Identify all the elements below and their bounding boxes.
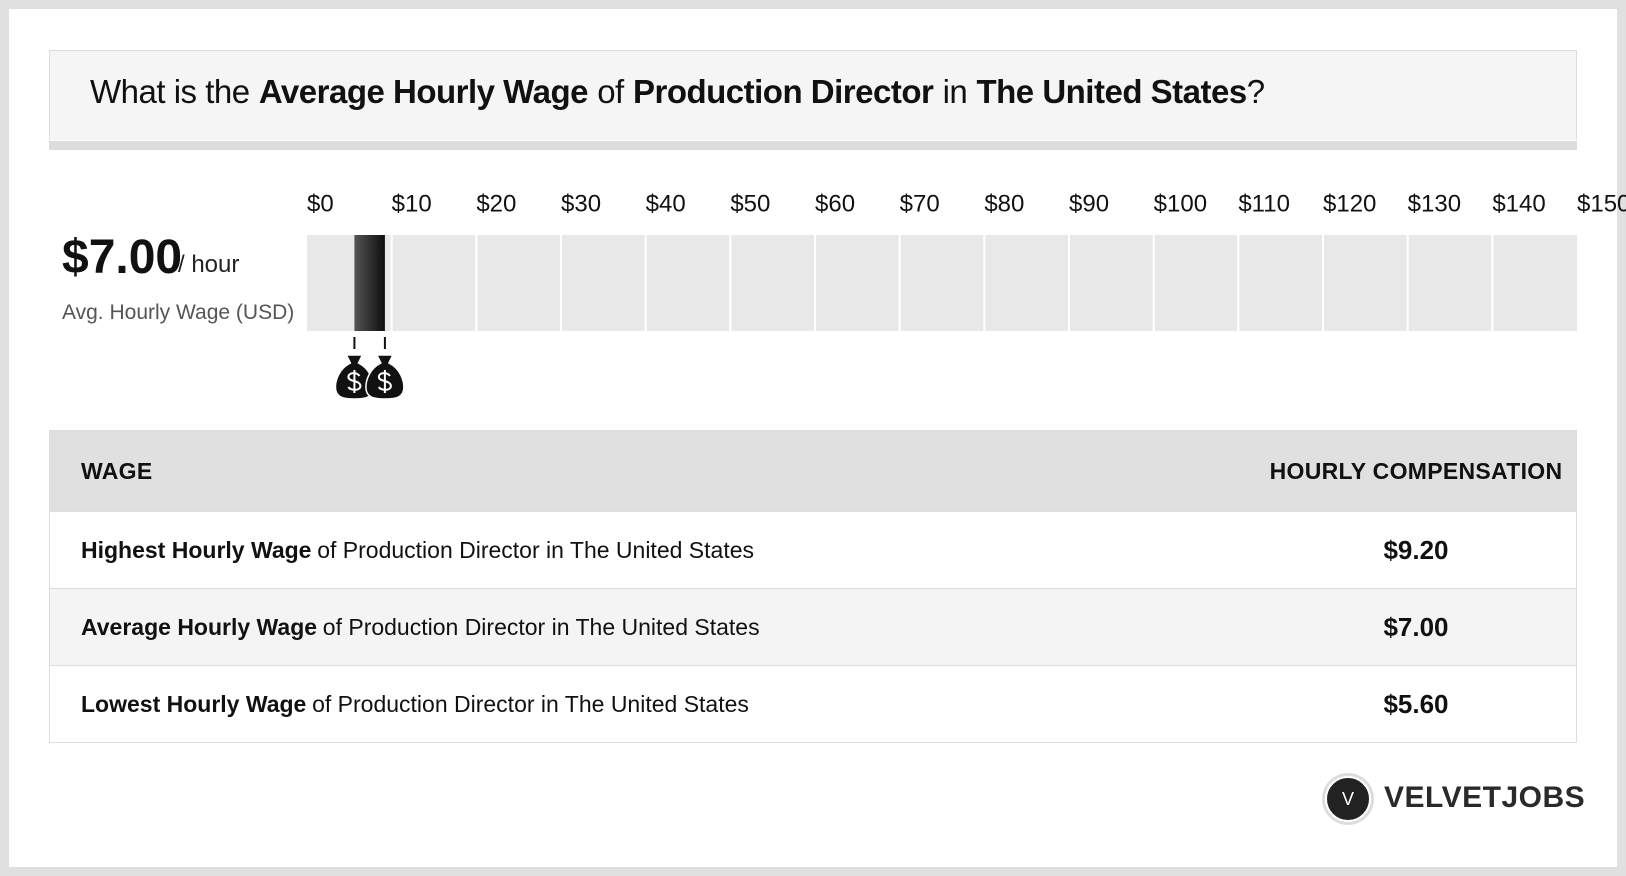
table-row: Highest Hourly Wage of Production Directo… — [50, 511, 1576, 588]
row-label-bold: Average Hourly Wage — [81, 613, 318, 640]
logo-name: VELVETJOBS — [1384, 781, 1586, 814]
logo-letter: V — [1342, 789, 1354, 809]
tick-label: $60 — [815, 190, 855, 217]
logo-circle — [1325, 776, 1371, 822]
row-label: Average Hourly Wage of Production Directo… — [50, 614, 1256, 641]
title-part: in — [942, 73, 968, 110]
header — [49, 50, 1577, 140]
header-band — [49, 141, 1577, 150]
row-label: Highest Hourly Wage of Production Directo… — [50, 537, 1256, 564]
tick-label: $70 — [900, 190, 940, 217]
tick-label: $150+ — [1577, 190, 1626, 217]
tick-label: $50 — [730, 190, 770, 217]
title-part: Average Hourly Wage — [258, 73, 589, 110]
bag-symbol — [347, 370, 362, 393]
row-label-rest: of Production Director in The United Sta… — [322, 613, 760, 640]
scale-track — [307, 235, 1577, 331]
wage-scale: $0 $10 $20 $30 $40 $50 $60 $70 $80 $90 $100 $110 $12… — [307, 190, 1626, 400]
logo-mark: V — [1322, 773, 1374, 825]
row-value: $7.00 — [1383, 611, 1449, 642]
tick-label: $130 — [1408, 190, 1461, 217]
header-cell: HOURLY COMPENSATION — [1269, 457, 1563, 484]
tick-label: $110 — [1238, 190, 1290, 217]
tick-label: $0 — [307, 190, 334, 217]
summary-value: $7.00 — [62, 231, 183, 284]
row-label-bold: Highest Hourly Wage — [81, 536, 312, 563]
row-value: $9.20 — [1383, 534, 1449, 565]
title: What is the Average Hourly Wage of Producti… — [90, 73, 1274, 111]
tick-label: $10 — [392, 190, 432, 217]
wage-bar — [354, 235, 385, 331]
table-row: Lowest Hourly Wage of Production Director… — [50, 665, 1576, 742]
summary-label: Avg. Hourly Wage (USD) — [62, 301, 295, 324]
bag-symbol — [377, 370, 392, 393]
tick-label: $80 — [984, 190, 1024, 217]
tick-label: $30 — [561, 190, 601, 217]
title-part: Production Director — [632, 73, 934, 110]
header-cell: WAGE — [81, 457, 153, 484]
row-label-rest: of Production Director in The United Sta… — [317, 536, 755, 563]
tick-label: $140 — [1492, 190, 1545, 217]
title-part: ? — [1246, 73, 1265, 110]
tick-label: $20 — [476, 190, 516, 217]
row-label: Lowest Hourly Wage of Production Director… — [50, 691, 1256, 718]
tick-label: $90 — [1069, 190, 1109, 217]
tick-label: $100 — [1154, 190, 1207, 217]
wage-table: WAGE HOURLY COMPENSATION Highest Hourly … — [49, 430, 1577, 743]
title-part: The United States — [976, 73, 1247, 110]
row-value: $5.60 — [1383, 688, 1449, 719]
title-part: of — [597, 73, 624, 110]
tick-label: $120 — [1323, 190, 1376, 217]
tick-label: $40 — [646, 190, 686, 217]
table-header: WAGE HOURLY COMPENSATION — [50, 431, 1576, 511]
table-body: Highest Hourly Wage of Production Directo… — [50, 511, 1576, 742]
summary-unit: / hour — [178, 251, 240, 278]
title-part: What is the — [90, 73, 250, 110]
money-bag — [365, 354, 405, 400]
row-label-rest: of Production Director in The United Sta… — [312, 690, 749, 717]
row-label-bold: Lowest Hourly Wage — [81, 690, 307, 717]
table-row: Average Hourly Wage of Production Directo… — [50, 588, 1576, 665]
